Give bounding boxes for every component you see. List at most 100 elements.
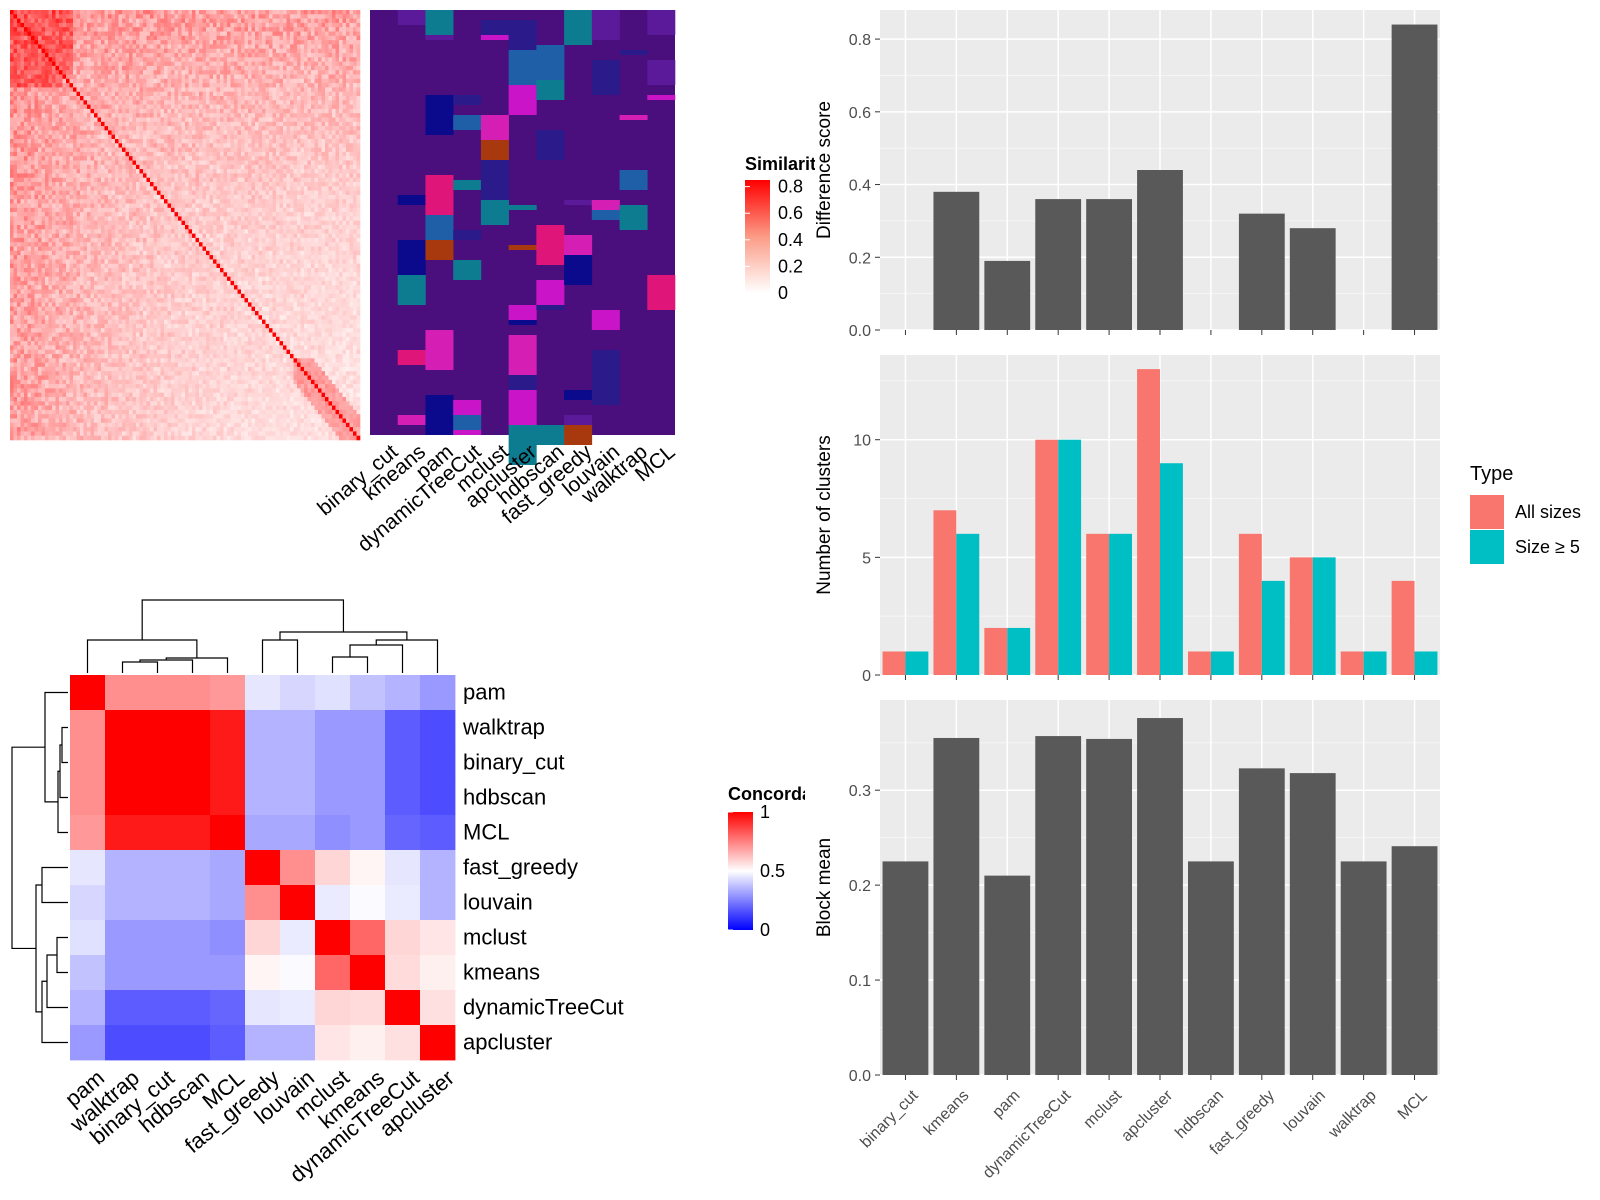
similarity-cell (52, 14, 56, 19)
similarity-cell (276, 156, 280, 161)
similarity-cell (206, 65, 210, 71)
similarity-cell (104, 53, 109, 58)
similarity-cell (97, 31, 102, 37)
similarity-cell (10, 212, 14, 217)
similarity-cell (48, 186, 53, 191)
similarity-cell (269, 53, 273, 58)
similarity-cell (297, 151, 301, 157)
similarity-cell (297, 74, 301, 80)
similarity-cell (90, 147, 95, 153)
similarity-cell (258, 22, 263, 28)
similarity-cell (164, 78, 168, 84)
similarity-cell (62, 160, 67, 166)
similarity-cell (349, 10, 354, 15)
similarity-cell (136, 35, 140, 41)
similarity-cell (349, 65, 354, 71)
similarity-cell (171, 40, 175, 45)
similarity-cell (34, 220, 39, 226)
similarity-cell (293, 139, 298, 144)
similarity-cell (251, 44, 256, 49)
similarity-cell (307, 40, 312, 45)
similarity-cell (181, 104, 186, 110)
similarity-cell (265, 156, 270, 161)
similarity-cell (73, 207, 77, 213)
similarity-cell (101, 31, 105, 37)
similarity-cell (220, 139, 224, 144)
similarity-cell (251, 108, 256, 114)
similarity-cell (265, 57, 270, 62)
similarity-cell (300, 156, 305, 161)
similarity-cell (311, 83, 315, 88)
similarity-cell (41, 117, 46, 123)
similarity-cell (272, 61, 277, 67)
similarity-cell (10, 113, 14, 118)
similarity-cell (34, 40, 39, 45)
similarity-cell (346, 96, 350, 101)
similarity-cell (293, 87, 298, 92)
similarity-cell (108, 31, 112, 37)
similarity-cell (76, 164, 81, 170)
similarity-cell (283, 108, 287, 114)
similarity-cell (52, 104, 56, 110)
similarity-cell (52, 164, 56, 170)
similarity-cell (241, 87, 245, 92)
similarity-cell (90, 27, 95, 32)
similarity-cell (45, 113, 49, 118)
similarity-cell (62, 121, 67, 127)
similarity-cell (241, 151, 245, 157)
similarity-cell (297, 220, 301, 226)
similarity-cell (321, 143, 326, 148)
similarity-cell (171, 212, 175, 217)
similarity-cell (262, 27, 266, 32)
similarity-cell (332, 96, 336, 101)
similarity-cell (339, 143, 343, 148)
similarity-cell (38, 143, 42, 148)
similarity-cell (255, 10, 259, 15)
similarity-cell (349, 61, 354, 67)
similarity-cell (69, 164, 74, 170)
similarity-cell (132, 207, 137, 213)
similarity-cell (311, 40, 315, 45)
similarity-cell (185, 40, 189, 45)
similarity-cell (167, 113, 172, 118)
similarity-cell (202, 203, 207, 209)
similarity-cell (115, 100, 119, 105)
similarity-cell (101, 96, 105, 101)
similarity-cell (272, 151, 277, 157)
similarity-cell (62, 151, 67, 157)
similarity-cell (104, 14, 109, 19)
similarity-cell (342, 143, 347, 148)
similarity-cell (146, 134, 151, 140)
similarity-cell (293, 156, 298, 161)
similarity-cell (290, 48, 294, 54)
similarity-cell (87, 91, 91, 97)
similarity-cell (178, 156, 182, 161)
similarity-cell (66, 22, 70, 28)
similarity-cell (237, 199, 242, 204)
similarity-cell (76, 48, 81, 54)
similarity-cell (83, 164, 88, 170)
similarity-cell (269, 164, 273, 170)
similarity-cell (293, 177, 298, 183)
similarity-cell (76, 126, 81, 131)
similarity-cell (265, 31, 270, 37)
similarity-cell (321, 78, 326, 84)
similarity-cell (265, 113, 270, 118)
similarity-cell (227, 53, 231, 58)
similarity-cell (227, 216, 231, 221)
similarity-cell (73, 121, 77, 127)
similarity-cell (122, 203, 126, 209)
similarity-cell (20, 31, 25, 37)
similarity-cell (48, 177, 53, 183)
similarity-cell (314, 156, 319, 161)
similarity-cell (269, 134, 273, 140)
similarity-cell (262, 160, 266, 166)
similarity-cell (104, 74, 109, 80)
similarity-cell (300, 164, 305, 170)
similarity-cell (55, 104, 60, 110)
similarity-cell (115, 14, 119, 19)
similarity-cell (178, 61, 182, 67)
similarity-cell (356, 48, 361, 54)
similarity-cell (286, 108, 291, 114)
similarity-cell (181, 139, 186, 144)
